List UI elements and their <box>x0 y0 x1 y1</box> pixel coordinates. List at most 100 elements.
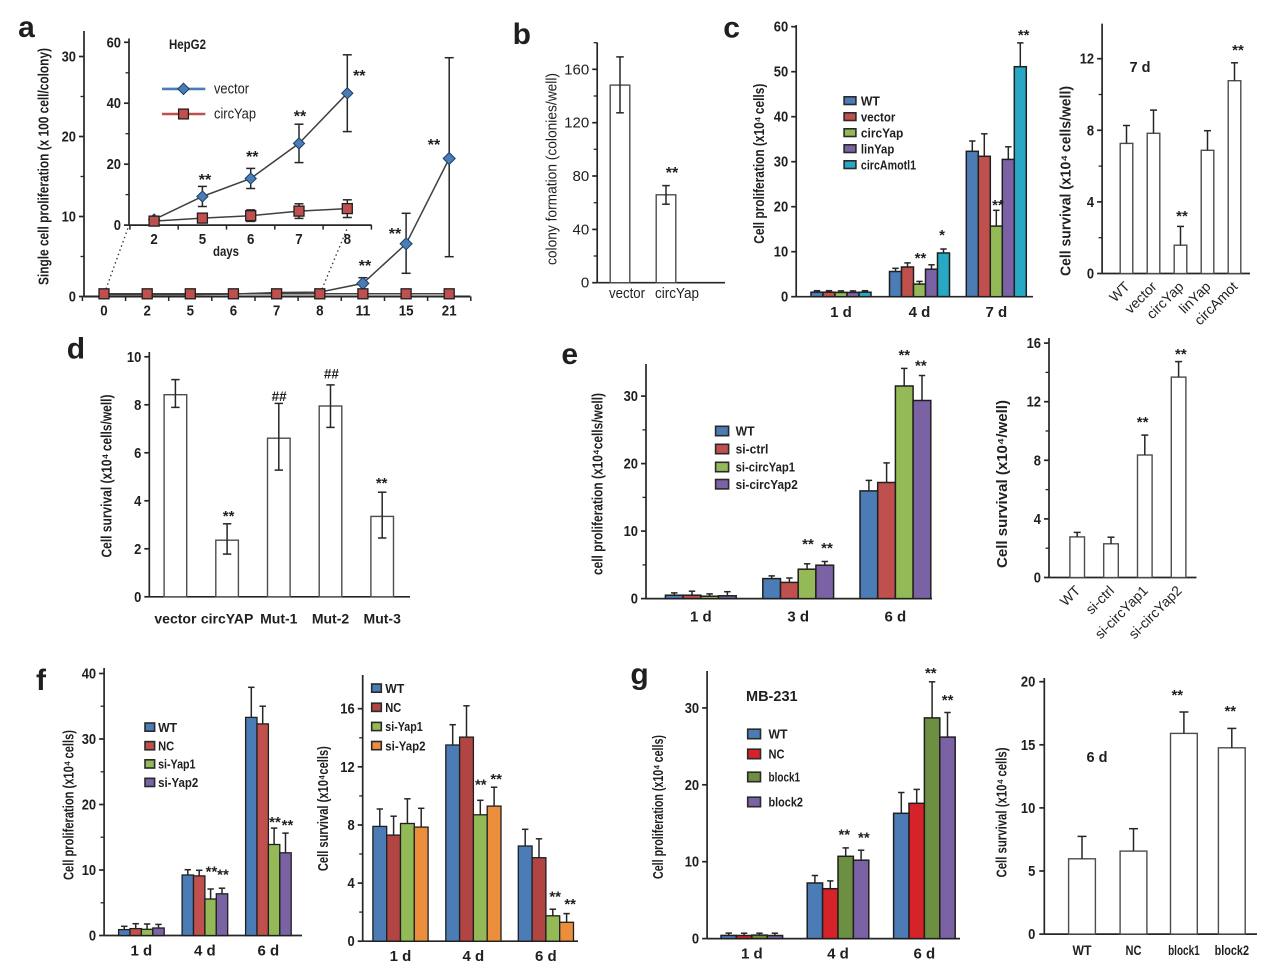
svg-text:0: 0 <box>348 933 355 950</box>
svg-text:**: ** <box>915 358 927 375</box>
svg-text:7 d: 7 d <box>1130 60 1151 76</box>
svg-text:8: 8 <box>1087 122 1094 139</box>
svg-text:circAmotl1: circAmotl1 <box>861 157 916 172</box>
svg-text:40: 40 <box>82 666 96 683</box>
svg-text:f: f <box>36 664 47 697</box>
svg-text:d: d <box>67 332 85 365</box>
svg-text:**: ** <box>353 68 366 85</box>
svg-text:160: 160 <box>564 61 589 78</box>
svg-text:10: 10 <box>82 862 96 879</box>
svg-text:**: ** <box>269 814 281 831</box>
svg-text:4: 4 <box>348 875 356 892</box>
svg-text:10: 10 <box>624 523 638 540</box>
svg-text:Cell survival (x10⁴/well): Cell survival (x10⁴/well) <box>995 400 1011 568</box>
svg-text:**: ** <box>199 172 212 189</box>
svg-text:WT: WT <box>1073 943 1093 958</box>
svg-text:circYap: circYap <box>655 285 699 302</box>
svg-text:si-ctrl: si-ctrl <box>736 442 769 457</box>
svg-text:10: 10 <box>127 349 141 366</box>
svg-text:0: 0 <box>692 931 699 948</box>
svg-text:**: ** <box>217 867 229 884</box>
svg-text:6 d: 6 d <box>885 609 907 626</box>
svg-text:4 d: 4 d <box>463 948 485 965</box>
svg-text:block1: block1 <box>1168 943 1200 958</box>
svg-text:NC: NC <box>385 700 402 715</box>
svg-text:si-Yap1: si-Yap1 <box>158 757 195 772</box>
svg-text:30: 30 <box>82 731 96 748</box>
svg-text:Cell survival (x10⁴ cells/well: Cell survival (x10⁴ cells/well) <box>1059 86 1075 276</box>
svg-text:6: 6 <box>134 445 141 462</box>
svg-text:30: 30 <box>685 700 699 717</box>
svg-text:0: 0 <box>631 591 638 608</box>
svg-text:5: 5 <box>1028 863 1035 880</box>
svg-text:vector: vector <box>154 610 197 626</box>
svg-text:10: 10 <box>1021 800 1035 817</box>
svg-text:7: 7 <box>295 231 302 248</box>
svg-text:11: 11 <box>356 303 371 320</box>
svg-text:10: 10 <box>685 854 699 871</box>
svg-text:Cell survival (x10⁴ cells): Cell survival (x10⁴ cells) <box>995 747 1011 877</box>
svg-text:60: 60 <box>107 34 121 51</box>
svg-text:Cell survival (x10⁴cells): Cell survival (x10⁴cells) <box>316 746 332 871</box>
svg-text:Cell proliferation (x10⁴ cells: Cell proliferation (x10⁴ cells) <box>62 730 78 880</box>
svg-text:circYAP: circYAP <box>201 610 253 626</box>
svg-text:6: 6 <box>230 303 237 320</box>
svg-text:4: 4 <box>1034 511 1042 528</box>
svg-text:si-Yap2: si-Yap2 <box>158 775 198 790</box>
svg-text:**: ** <box>802 536 814 553</box>
svg-text:**: ** <box>898 347 910 364</box>
svg-text:8: 8 <box>348 817 355 834</box>
svg-text:4 d: 4 d <box>909 304 931 321</box>
svg-text:0: 0 <box>69 289 76 306</box>
svg-text:1 d: 1 d <box>390 948 412 965</box>
svg-text:5: 5 <box>199 231 206 248</box>
svg-text:e: e <box>561 338 578 371</box>
svg-text:block1: block1 <box>769 770 801 785</box>
svg-text:10: 10 <box>62 209 76 226</box>
svg-text:6 d: 6 d <box>535 948 557 965</box>
svg-text:NC: NC <box>769 747 786 762</box>
svg-text:##: ## <box>324 367 340 382</box>
svg-text:WT: WT <box>736 424 755 439</box>
svg-text:0: 0 <box>134 589 141 606</box>
svg-text:**: ** <box>1224 703 1236 720</box>
svg-text:**: ** <box>1137 414 1149 431</box>
svg-text:**: ** <box>549 889 561 906</box>
svg-text:6 d: 6 d <box>1087 750 1108 766</box>
svg-text:7: 7 <box>273 303 280 320</box>
svg-text:15: 15 <box>1021 737 1035 754</box>
svg-text:2: 2 <box>134 541 141 558</box>
svg-text:block2: block2 <box>1215 943 1249 958</box>
svg-text:c: c <box>723 12 740 45</box>
svg-text:1 d: 1 d <box>690 609 712 626</box>
svg-text:8: 8 <box>344 231 351 248</box>
svg-text:30: 30 <box>624 388 638 405</box>
svg-text:50: 50 <box>774 64 788 81</box>
svg-text:120: 120 <box>564 115 589 132</box>
svg-text:**: ** <box>1176 208 1188 225</box>
svg-text:40: 40 <box>774 109 788 126</box>
svg-text:0: 0 <box>1028 926 1035 943</box>
svg-text:##: ## <box>272 389 288 404</box>
svg-text:**: ** <box>1175 346 1187 363</box>
svg-text:circYap: circYap <box>214 107 256 123</box>
svg-text:**: ** <box>490 771 502 788</box>
svg-text:**: ** <box>389 226 402 243</box>
svg-text:**: ** <box>294 109 307 126</box>
svg-text:a: a <box>18 11 35 44</box>
svg-text:**: ** <box>206 864 218 881</box>
svg-text:**: ** <box>821 540 833 557</box>
svg-text:g: g <box>630 658 648 691</box>
svg-text:*: * <box>939 227 945 244</box>
svg-text:Mut-1: Mut-1 <box>260 610 298 626</box>
svg-text:circYap: circYap <box>861 125 903 140</box>
svg-text:**: ** <box>282 817 294 834</box>
svg-text:0: 0 <box>581 275 589 292</box>
svg-text:3 d: 3 d <box>787 609 809 626</box>
svg-text:Single cell proliferation (x 1: Single cell proliferation (x 100 cell/co… <box>37 48 53 285</box>
svg-text:20: 20 <box>62 129 76 146</box>
svg-text:**: ** <box>428 137 441 154</box>
svg-text:20: 20 <box>1021 674 1035 691</box>
svg-text:WT: WT <box>158 720 177 735</box>
svg-text:0: 0 <box>100 303 107 320</box>
